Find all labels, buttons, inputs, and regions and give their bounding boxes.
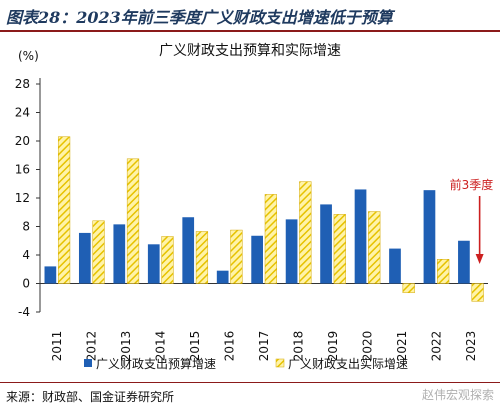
bar-budget-2020 <box>354 189 367 284</box>
y-tick-label: 28 <box>15 77 30 91</box>
source-note: 来源：财政部、国金证券研究所 <box>6 390 175 404</box>
legend-label-actual: 广义财政支出实际增速 <box>288 356 408 371</box>
chart-title: 广义财政支出预算和实际增速 <box>159 43 341 59</box>
bar-budget-2011 <box>44 266 57 284</box>
bar-budget-2017 <box>251 235 263 284</box>
x-tick-label: 2021 <box>395 331 409 362</box>
bar-actual-2017 <box>264 194 277 284</box>
x-tick-label: 2017 <box>257 331 271 362</box>
bar-budget-2022 <box>423 190 436 284</box>
annotation-arrow-head <box>475 254 484 264</box>
bar-actual-2023 <box>471 283 484 302</box>
y-tick-label: 8 <box>22 220 30 234</box>
bar-budget-2012 <box>78 232 91 284</box>
chart-area: (%) -4 0 4 8 12 16 20 24 28 2011 2012 2013 2014 2015 20… <box>15 49 494 371</box>
bar-actual-2020 <box>368 211 381 284</box>
y-tick-label: 20 <box>15 134 30 148</box>
x-tick-label: 2023 <box>464 331 478 362</box>
bar-actual-2015 <box>195 231 209 284</box>
bar-budget-2018 <box>285 219 298 284</box>
bar-actual-2022 <box>437 259 450 284</box>
watermark: 赵伟宏观探索 <box>421 388 494 402</box>
annotation-label: 前3季度 <box>450 177 494 192</box>
bar-actual-2019 <box>333 214 346 284</box>
bar-actual-2018 <box>299 181 312 284</box>
y-tick-label: 16 <box>15 163 30 177</box>
bar-budget-2023 <box>458 240 470 284</box>
y-tick-label: 0 <box>22 277 30 291</box>
figure-title: 图表28：2023年前三季度广义财政支出增速低于预算 <box>6 8 393 27</box>
y-tick-label: 4 <box>22 248 30 262</box>
bar-budget-2019 <box>320 204 332 284</box>
x-tick-label: 2011 <box>50 331 64 362</box>
bar-budget-2014 <box>147 244 160 284</box>
y-axis-label: (%) <box>18 49 39 63</box>
y-tick-label: 12 <box>15 191 30 205</box>
bar-actual-2012 <box>92 220 105 284</box>
y-tick-label: 24 <box>15 106 30 120</box>
x-tick-label: 2019 <box>326 331 340 362</box>
x-tick-label: 2018 <box>291 331 305 362</box>
x-tick-label: 2013 <box>119 331 133 362</box>
legend-swatch-budget <box>84 359 92 367</box>
bar-budget-2013 <box>113 224 126 284</box>
legend-label-budget: 广义财政支出预算增速 <box>96 356 216 371</box>
bar-actual-2014 <box>161 236 174 284</box>
bar-actual-2011 <box>57 136 71 284</box>
bar-actual-2013 <box>126 158 140 284</box>
bar-budget-2016 <box>216 270 229 284</box>
top-rule <box>0 30 500 32</box>
bar-budget-2015 <box>182 217 195 284</box>
x-tick-label: 2016 <box>223 331 237 362</box>
bar-budget-2021 <box>389 248 401 284</box>
y-tick-label: -4 <box>18 305 30 319</box>
bottom-rule <box>0 382 500 383</box>
x-tick-label: 2015 <box>188 331 202 362</box>
bar-actual-2016 <box>230 229 243 284</box>
x-tick-label: 2020 <box>360 331 374 362</box>
legend-swatch-actual <box>275 358 285 368</box>
x-tick-label: 2012 <box>85 331 99 362</box>
x-tick-label: 2022 <box>429 331 443 362</box>
figure-header: 图表28：2023年前三季度广义财政支出增速低于预算 <box>0 0 500 30</box>
x-tick-label: 2014 <box>154 331 168 362</box>
bar-actual-2021 <box>402 283 415 294</box>
